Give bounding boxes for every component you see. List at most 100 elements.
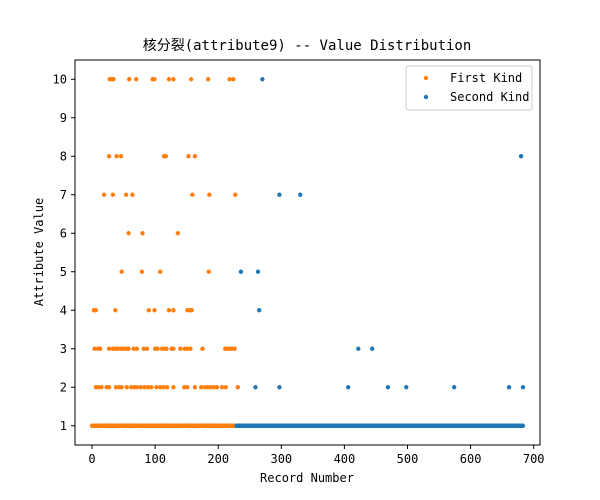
data-point [188,77,194,82]
data-point [253,385,258,390]
data-point [214,385,220,390]
data-point [189,308,194,313]
y-tick-label: 4 [60,303,67,317]
data-point [101,192,107,197]
data-point [152,77,157,82]
data-point [164,346,169,351]
data-point [98,346,103,351]
x-tick-label: 100 [144,452,166,466]
legend-label-second-kind: Second Kind [450,90,529,104]
data-point [277,385,282,390]
data-point [345,385,351,390]
data-point [119,385,124,390]
data-points [89,77,526,428]
data-point [206,269,211,274]
data-point [233,192,238,197]
legend: First Kind Second Kind [405,65,533,111]
data-point [121,346,126,351]
data-point [164,385,170,390]
data-point [200,346,205,351]
data-point [298,192,303,197]
data-point [171,77,176,82]
data-point [126,231,131,236]
data-point [211,385,217,390]
data-point [227,77,232,82]
data-point [255,269,261,274]
data-point [134,385,140,390]
data-point [138,385,143,390]
data-point [257,308,262,313]
data-point [139,269,145,274]
data-point [119,269,124,274]
data-point [106,385,112,390]
data-point [142,385,147,390]
data-point [181,385,187,390]
data-point [152,308,157,313]
y-tick-label: 1 [60,419,67,433]
x-axis-ticks: 0 100 200 300 400 500 600 700 [88,445,545,466]
x-tick-label: 400 [334,452,356,466]
x-tick-label: 300 [270,452,292,466]
y-tick-label: 2 [60,380,67,394]
chart-title: 核分裂(attribute9) -- Value Distribution [143,38,472,54]
data-point [128,385,134,390]
data-point [106,346,112,351]
data-point [190,192,195,197]
y-tick-label: 10 [53,72,67,86]
data-point [186,154,191,159]
data-point [231,77,236,82]
data-point [126,346,131,351]
data-point [518,154,524,159]
data-point [506,385,512,390]
data-point [451,385,457,390]
plot-area [75,60,540,445]
data-point [99,385,104,390]
y-tick-label: 9 [60,111,67,125]
data-point [113,385,119,390]
y-tick-label: 5 [60,265,67,279]
data-point [111,77,116,82]
data-point [171,346,176,351]
legend-marker-second-kind [423,94,429,100]
data-point [166,77,172,82]
data-point [188,346,193,351]
data-point [238,269,244,274]
x-tick-label: 700 [523,452,545,466]
data-point [178,346,183,351]
data-point [185,346,190,351]
data-point [124,385,129,390]
data-point [155,346,160,351]
data-point [369,346,375,351]
data-point [134,346,140,351]
legend-marker-first-kind [423,75,429,81]
data-point [171,308,176,313]
y-tick-label: 7 [60,188,67,202]
data-point [356,346,361,351]
data-point [130,192,135,197]
data-point [154,385,159,390]
data-point [171,385,176,390]
data-point [185,385,190,390]
x-tick-label: 600 [460,452,482,466]
data-point [157,269,163,274]
x-tick-label: 200 [207,452,229,466]
data-point [192,154,198,159]
series-second-kind [234,77,526,428]
legend-frame [405,65,533,111]
data-point [277,192,282,197]
data-point [205,385,210,390]
data-point [131,346,136,351]
data-point [232,346,237,351]
data-point [520,423,526,428]
data-point [93,308,99,313]
plot-frame [74,59,541,446]
data-point [175,231,181,236]
data-point [207,192,212,197]
data-point [235,385,240,390]
data-point [260,77,265,82]
data-point [144,346,150,351]
data-point [385,385,391,390]
data-point [219,385,225,390]
y-tick-label: 6 [60,226,67,240]
data-point [123,192,129,197]
